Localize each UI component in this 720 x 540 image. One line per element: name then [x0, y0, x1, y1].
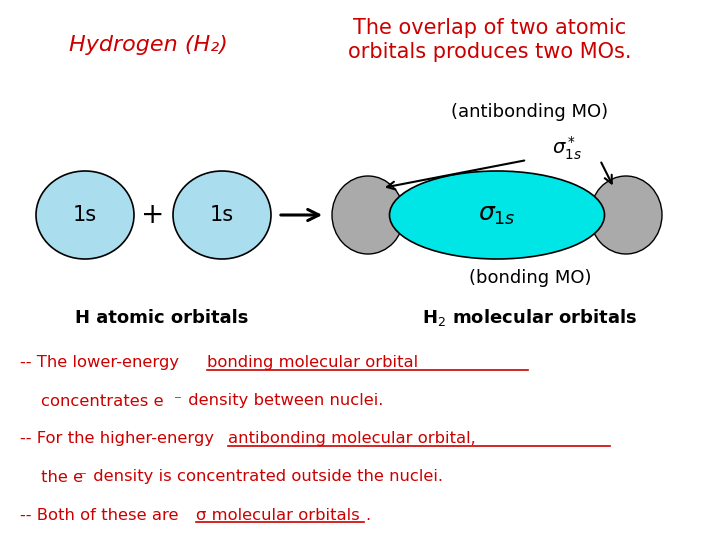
Text: -- Both of these are: -- Both of these are	[20, 508, 184, 523]
Text: .: .	[365, 508, 370, 523]
Text: σ molecular orbitals: σ molecular orbitals	[196, 508, 360, 523]
Text: +: +	[141, 201, 165, 229]
Text: H$_2$ molecular orbitals: H$_2$ molecular orbitals	[423, 307, 638, 328]
Text: bonding molecular orbital: bonding molecular orbital	[207, 355, 418, 370]
Ellipse shape	[590, 176, 662, 254]
Text: 1s: 1s	[73, 205, 97, 225]
Text: H atomic orbitals: H atomic orbitals	[76, 309, 248, 327]
Text: $\sigma^*_{1s}$: $\sigma^*_{1s}$	[552, 134, 582, 161]
Text: ⁻: ⁻	[174, 394, 182, 408]
Text: concentrates e: concentrates e	[20, 394, 163, 408]
Text: $\sigma_{1s}$: $\sigma_{1s}$	[478, 203, 516, 227]
Text: 1s: 1s	[210, 205, 234, 225]
Text: antibonding molecular orbital,: antibonding molecular orbital,	[228, 431, 476, 447]
Text: -- The lower-energy: -- The lower-energy	[20, 355, 184, 370]
Text: density is concentrated outside the nuclei.: density is concentrated outside the nucl…	[88, 469, 443, 484]
Ellipse shape	[173, 171, 271, 259]
Text: The overlap of two atomic
orbitals produces two MOs.: The overlap of two atomic orbitals produ…	[348, 18, 631, 62]
Text: ⁻: ⁻	[79, 469, 87, 484]
Text: density between nuclei.: density between nuclei.	[183, 394, 383, 408]
Text: (bonding MO): (bonding MO)	[469, 269, 591, 287]
Text: -- For the higher-energy: -- For the higher-energy	[20, 431, 220, 447]
Text: (antibonding MO): (antibonding MO)	[451, 103, 608, 121]
Text: Hydrogen (H₂): Hydrogen (H₂)	[68, 35, 228, 55]
Ellipse shape	[390, 171, 605, 259]
Ellipse shape	[332, 176, 404, 254]
Ellipse shape	[36, 171, 134, 259]
Text: the e: the e	[20, 469, 83, 484]
